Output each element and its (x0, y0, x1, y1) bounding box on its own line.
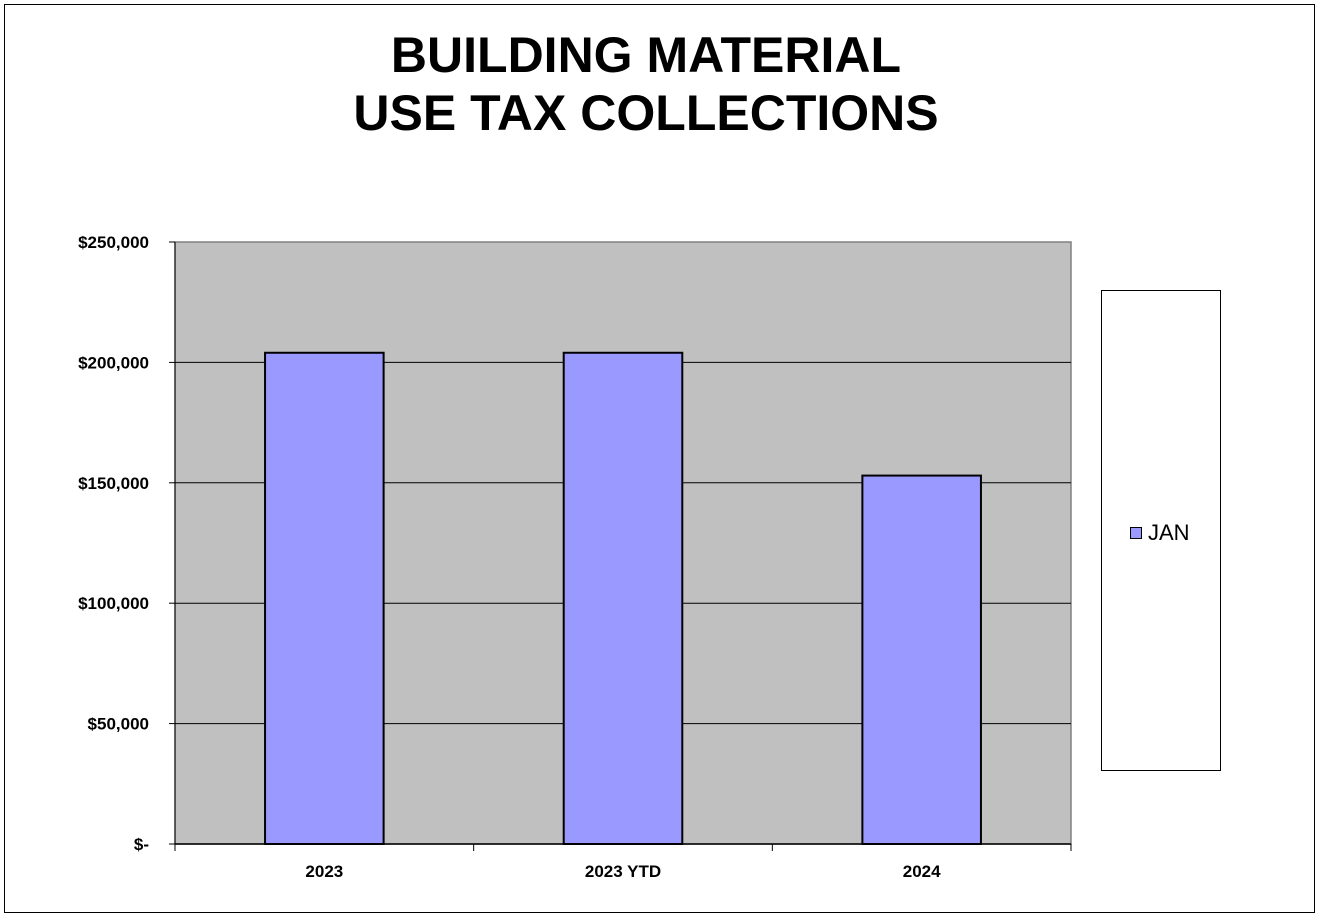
chart-title-line-1: BUILDING MATERIAL (390, 27, 902, 83)
y-tick-label: $150,000 (78, 474, 149, 493)
legend-swatch (1130, 527, 1142, 539)
bar (264, 351, 385, 845)
y-tick-label: $200,000 (78, 353, 149, 372)
bar (562, 351, 684, 845)
x-tick-label: 2023 (305, 862, 343, 881)
legend-label: JAN (1148, 520, 1190, 545)
bar (861, 474, 982, 845)
legend-item-jan: JAN (1130, 520, 1190, 546)
y-tick-label: $100,000 (78, 594, 149, 613)
legend: JAN (1101, 290, 1221, 771)
x-tick-label: 2024 (903, 862, 941, 881)
x-tick-label: 2023 YTD (585, 862, 661, 881)
y-tick-label: $- (134, 835, 149, 854)
y-tick-label: $50,000 (88, 715, 149, 734)
chart-title: BUILDING MATERIAL USE TAX COLLECTIONS (0, 26, 1292, 142)
y-tick-label: $250,000 (78, 233, 149, 252)
chart-title-line-2: USE TAX COLLECTIONS (353, 85, 939, 141)
